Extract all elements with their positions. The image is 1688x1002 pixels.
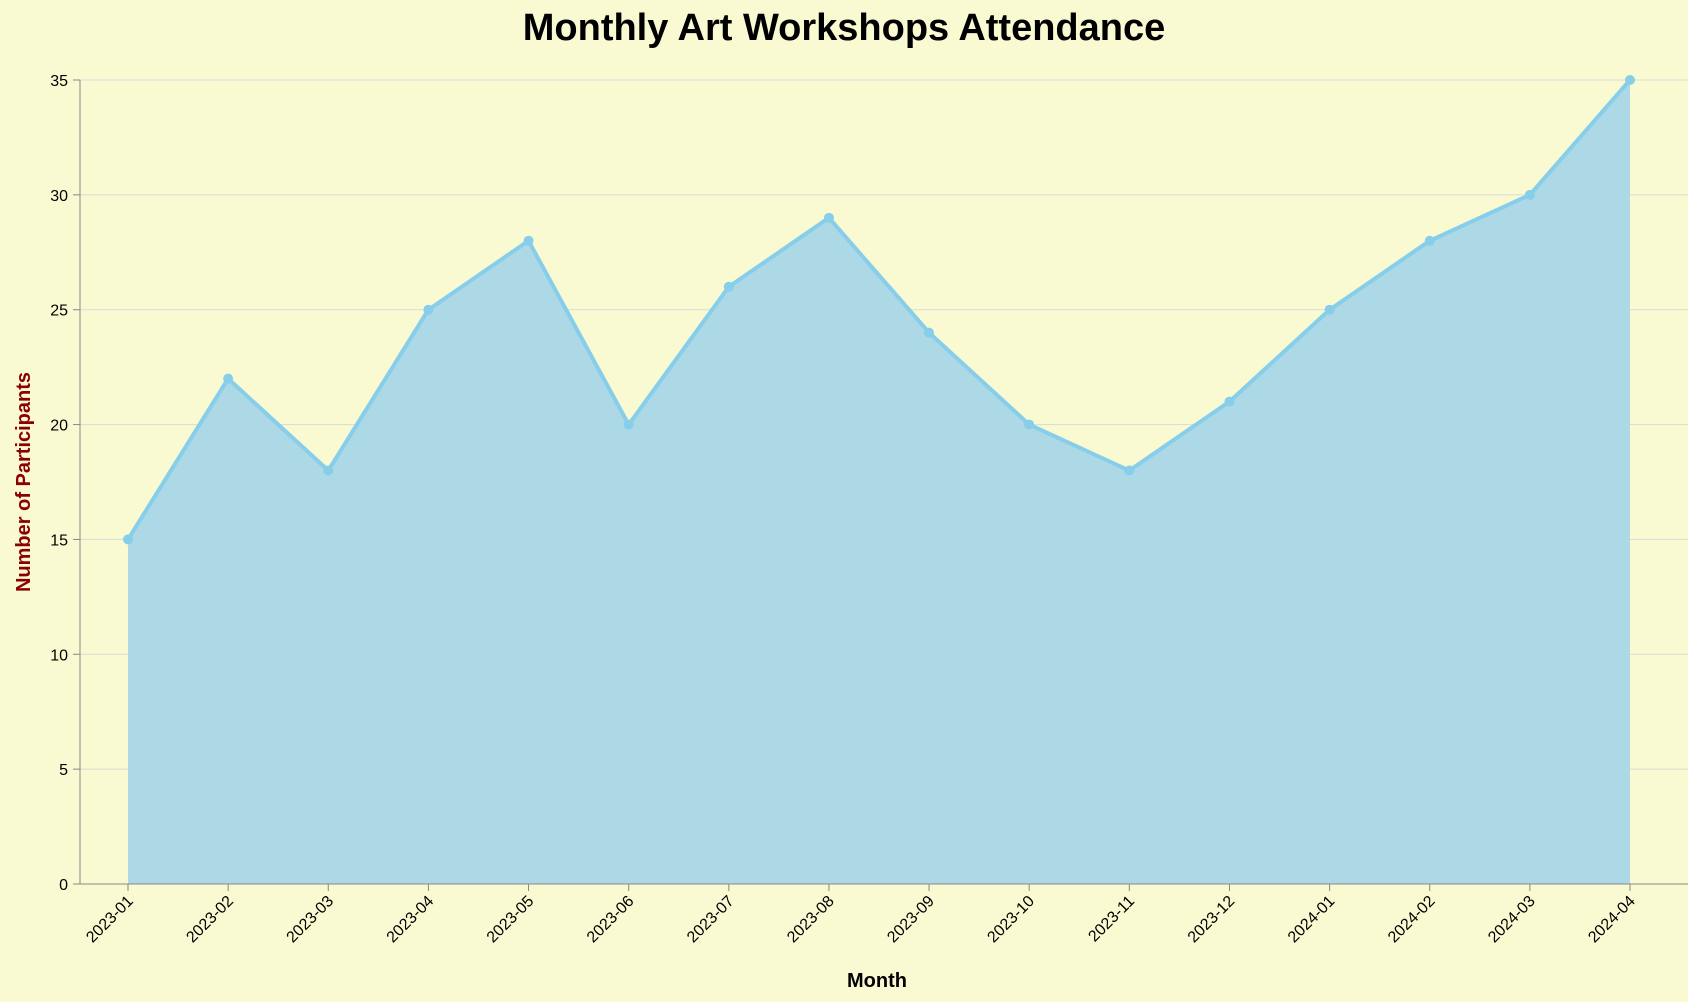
axes	[79, 80, 1688, 885]
x-tick-label-2024-02: 2024-02	[1385, 893, 1439, 947]
data-point-2023-06	[623, 419, 634, 430]
data-point-2023-07	[723, 281, 734, 292]
x-tick-label-2023-06: 2023-06	[584, 893, 638, 947]
data-point-2023-09	[924, 327, 935, 338]
chart-title: Monthly Art Workshops Attendance	[523, 7, 1166, 49]
data-point-2023-12	[1224, 396, 1235, 407]
x-tick-label-2023-09: 2023-09	[884, 893, 938, 947]
data-point-2023-05	[523, 235, 534, 246]
y-tick-label-5: 5	[59, 762, 68, 779]
data-point-2024-04	[1625, 75, 1635, 85]
data-point-2023-10	[1024, 419, 1035, 430]
area-fill	[128, 80, 1630, 884]
x-tick-label-2023-01: 2023-01	[83, 893, 137, 947]
x-tick-label-2023-10: 2023-10	[984, 893, 1038, 947]
y-axis-title: Number of Participants	[13, 372, 35, 592]
x-tick-label-2023-04: 2023-04	[384, 893, 438, 947]
data-point-2023-01	[123, 534, 133, 545]
area-layer	[126, 78, 1632, 884]
y-tick-label-35: 35	[50, 73, 68, 90]
data-point-2024-03	[1524, 189, 1535, 200]
x-ticks: 2023-01 2023-02 2023-03 2023-04 2023-05 2023-…	[83, 884, 1639, 946]
data-point-2023-02	[223, 373, 234, 384]
x-tick-label-2024-01: 2024-01	[1285, 893, 1339, 947]
x-tick-label-2024-03: 2024-03	[1485, 893, 1539, 947]
y-tick-label-30: 30	[50, 188, 68, 205]
x-axis-title: Month	[847, 970, 907, 992]
x-tick-label-2023-05: 2023-05	[484, 893, 538, 947]
x-tick-label-2023-03: 2023-03	[284, 893, 338, 947]
x-tick-label-2023-08: 2023-08	[784, 893, 838, 947]
y-tick-label-15: 15	[50, 532, 68, 549]
series-line	[126, 78, 1632, 541]
x-tick-label-2024-04: 2024-04	[1585, 893, 1639, 947]
data-point-2023-11	[1124, 465, 1135, 476]
x-tick-label-2023-07: 2023-07	[684, 893, 738, 947]
data-point-2023-04	[423, 304, 434, 315]
points	[123, 75, 1635, 545]
data-point-2023-03	[323, 465, 334, 476]
y-tick-label-25: 25	[50, 303, 68, 320]
y-tick-label-0: 0	[59, 877, 68, 894]
data-point-2024-02	[1424, 235, 1435, 246]
x-tick-label-2023-12: 2023-12	[1185, 893, 1239, 947]
y-tick-label-20: 20	[50, 418, 68, 435]
y-ticks: 0 5 10 15 20 25 30 35	[50, 73, 80, 894]
x-tick-label-2023-11: 2023-11	[1085, 893, 1138, 946]
y-tick-label-10: 10	[50, 647, 68, 664]
data-point-2024-01	[1324, 304, 1335, 315]
data-point-2023-08	[823, 212, 834, 223]
x-tick-label-2023-02: 2023-02	[183, 893, 237, 947]
